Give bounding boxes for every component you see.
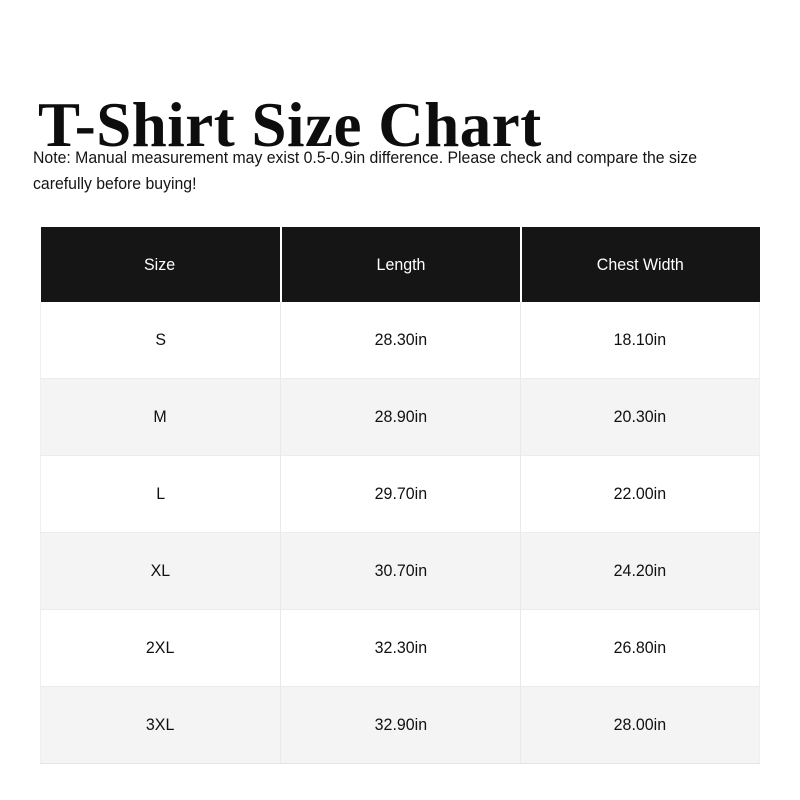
cell-chest-width-value: 22.00in [613, 484, 667, 503]
table-row: S 28.30in 18.10in [40, 302, 760, 379]
cell-chest-width: 24.20in [520, 532, 760, 610]
cell-size-value: 2XL [146, 638, 175, 657]
cell-length: 32.90in [280, 686, 521, 764]
cell-length: 29.70in [280, 455, 521, 533]
cell-size-value: S [155, 330, 166, 349]
cell-length-value: 30.70in [374, 561, 427, 580]
table-row: XL 30.70in 24.20in [40, 532, 760, 610]
cell-length-value: 29.70in [374, 484, 427, 503]
cell-chest-width: 20.30in [520, 378, 760, 456]
cell-size: M [40, 378, 281, 456]
cell-length: 28.30in [280, 302, 521, 379]
cell-size: XL [40, 532, 281, 610]
cell-length-value: 28.30in [374, 330, 427, 349]
cell-size-value: L [156, 484, 165, 503]
cell-length-value: 32.90in [374, 715, 427, 734]
cell-chest-width-value: 26.80in [613, 638, 667, 657]
cell-size-value: 3XL [146, 715, 175, 734]
column-header-length: Length [280, 227, 522, 302]
cell-size: S [40, 302, 281, 379]
column-header-size-label: Size [144, 254, 176, 274]
cell-chest-width-value: 24.20in [613, 561, 667, 580]
measurement-note: Note: Manual measurement may exist 0.5-0… [33, 148, 698, 194]
table-row: 2XL 32.30in 26.80in [40, 609, 760, 687]
column-header-size: Size [40, 227, 282, 302]
table-row: M 28.90in 20.30in [40, 378, 760, 456]
cell-chest-width-value: 20.30in [613, 407, 667, 426]
cell-chest-width: 28.00in [520, 686, 760, 764]
cell-chest-width-value: 18.10in [613, 330, 667, 349]
cell-chest-width-value: 28.00in [613, 715, 667, 734]
cell-size: L [40, 455, 281, 533]
cell-length: 32.30in [280, 609, 521, 687]
table-body: S 28.30in 18.10in M 28.90in 20.30in L 29… [40, 302, 760, 764]
column-header-chest-width-label: Chest Width [596, 254, 685, 274]
cell-size-value: M [153, 407, 168, 426]
cell-length: 30.70in [280, 532, 521, 610]
column-header-length-label: Length [376, 254, 425, 274]
table-row: L 29.70in 22.00in [40, 455, 760, 533]
cell-chest-width: 26.80in [520, 609, 760, 687]
cell-chest-width: 18.10in [520, 302, 760, 379]
table-header: Size Length Chest Width [40, 227, 760, 302]
cell-chest-width: 22.00in [520, 455, 760, 533]
cell-size-value: XL [150, 561, 171, 580]
table-header-row: Size Length Chest Width [40, 227, 760, 302]
cell-size: 2XL [40, 609, 281, 687]
cell-size: 3XL [40, 686, 281, 764]
cell-length: 28.90in [280, 378, 521, 456]
table-row: 3XL 32.90in 28.00in [40, 686, 760, 764]
cell-length-value: 32.30in [374, 638, 427, 657]
cell-length-value: 28.90in [374, 407, 427, 426]
size-chart-table: Size Length Chest Width S 28.30in 18.10i… [40, 227, 760, 764]
column-header-chest-width: Chest Width [520, 227, 760, 302]
page-title: T-Shirt Size Chart [38, 90, 542, 161]
